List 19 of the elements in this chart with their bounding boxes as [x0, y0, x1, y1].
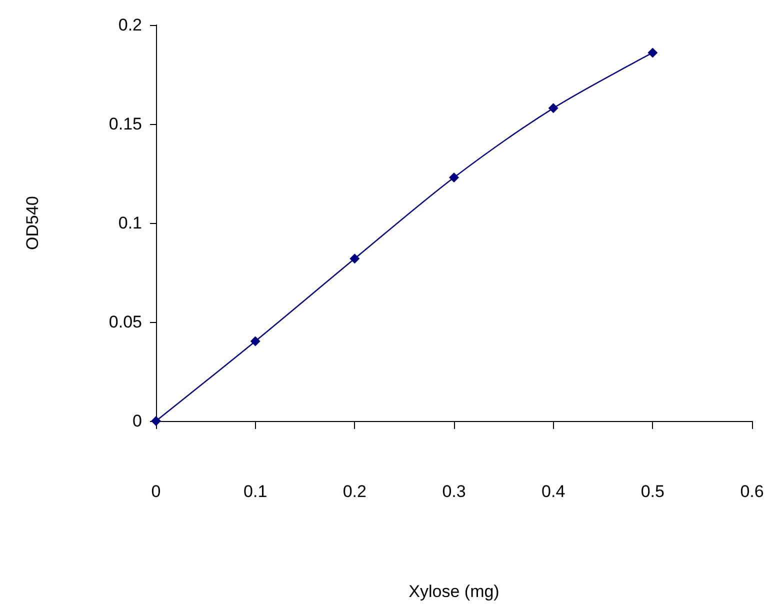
point — [648, 48, 658, 58]
y-axis-title: OD540 — [23, 196, 42, 250]
y-tick-label: 0.2 — [118, 16, 142, 34]
point — [548, 103, 558, 114]
x-tick-label: 0 — [151, 482, 161, 501]
y-tick-label: 0.15 — [108, 114, 142, 134]
x-tick-label: 0.3 — [442, 482, 466, 501]
x-axis-title: Xylose (mg) — [408, 582, 500, 601]
point — [350, 254, 360, 264]
y-tick-label: 0.05 — [108, 312, 142, 332]
point — [250, 336, 260, 346]
point — [449, 172, 459, 182]
y-tick-label: 0.1 — [118, 214, 142, 232]
x-tick-label: 0.4 — [542, 482, 566, 501]
x-tick-label: 0.1 — [244, 482, 268, 501]
x-tick-label: 0.6 — [740, 482, 764, 501]
x-tick-label: 0.2 — [342, 482, 366, 501]
y-tick-label: 0 — [132, 412, 142, 430]
x-tick-label: 0.5 — [640, 482, 664, 501]
